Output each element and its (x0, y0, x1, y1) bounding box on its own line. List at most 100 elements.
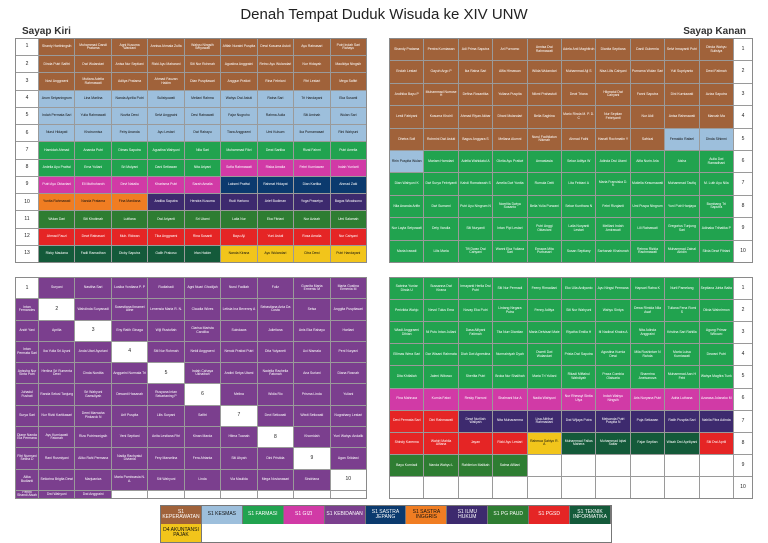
seat-cell: Rikadi Miftahul Wahdiyah (562, 366, 596, 388)
seat-cell: Irmayanti Herlia Dwi Putri (458, 278, 493, 300)
seat-cell: Lisa Alfrihat Rahmadani (527, 410, 561, 432)
seat-cell: Aprilia (39, 320, 75, 341)
seat-cell: Dini Pristida (257, 448, 294, 469)
seat-cell: Resky Fiarroni (458, 388, 493, 410)
right-wing-label: Sayap Kanan (683, 26, 746, 37)
seat-cell: Erna Yuliani (75, 159, 111, 176)
seat-cell: Febri Kurniawan (294, 159, 330, 176)
seat-cell: Purnama Wulan Sari (630, 61, 665, 83)
seat-cell: Intan Fernandes (16, 299, 38, 320)
seat-cell: Indah Cahaya Ukhaibah (184, 363, 221, 384)
seat-cell: Rizal Fahmi (294, 142, 330, 159)
seat-cell: Lesti Fatriyani (390, 106, 424, 128)
seat-cell: Putri Ayu Oktaviani (39, 176, 75, 194)
seat-cell: Muh. Ridwan (111, 228, 148, 245)
row-number: 10 (734, 476, 752, 498)
empty-seat (184, 490, 221, 498)
seat-cell: Devi Natalia (111, 176, 148, 194)
row-number: 1 (734, 278, 752, 300)
seat-cell: Dwi Wahyuni (39, 490, 75, 498)
seat-cell: Tri Handayani (294, 90, 330, 107)
seat-cell: Lintang Negara Putra (493, 300, 527, 322)
seat-cell: Suindawa (221, 320, 257, 341)
seat-cell: Rizki Ayu Maharani (148, 56, 184, 73)
seat-cell: Muhammad Nurrose H (424, 83, 458, 106)
seat-cell: Ferlini Shandi Alsah (16, 490, 38, 498)
legend-item: S1 PGSD (529, 506, 571, 524)
seat-cell: Bagus Anggara S (458, 128, 493, 150)
seat-cell: Agni Kusuma Wardani (111, 39, 148, 56)
seat-cell: Shandy Pratama (390, 39, 424, 61)
seat-cell: Selsa (294, 299, 330, 320)
seat-cell: Tuliana Fena Romi S (665, 300, 699, 322)
seat-cell: Lenensia Maria R. N. (148, 299, 184, 320)
seat-cell: Setiorina Brigita Dewi (39, 469, 75, 490)
seat-cell: Peni Nuryani (330, 341, 366, 363)
page-title: Denah Tempat Duduk Wisuda ke XIV UNW (240, 6, 528, 23)
row-number: 10 (330, 469, 366, 490)
seat-cell: Agustina Wahyuni (148, 142, 184, 159)
seat-cell: Mariam Hamdani (424, 150, 458, 173)
seat-block-bottom-left: 1 Suryani Nastiha Sari Lusika Yordiana P. P… (15, 277, 367, 499)
row-number: 6 (734, 388, 752, 410)
seat-cell: Sri Mulyani (111, 159, 148, 176)
row-number: 6 (16, 125, 38, 142)
empty-seat (390, 476, 424, 498)
seat-cell: Maria Irawati (390, 240, 424, 262)
seat-cell: Gregorius Tunjung Sari (665, 218, 699, 240)
seat-cell: Wiji Rustufiah (148, 320, 184, 341)
seat-cell: Rahmua Sahiyo R. A (527, 432, 561, 454)
seat-cell: Putri Ayu Ningrum N (458, 195, 493, 218)
seat-cell: Maria Delvisari Maie (527, 322, 561, 344)
row-number: 6 (184, 384, 221, 405)
seat-block-top-right: Shandy Pratama Pentra Kurniawan Adi Prima … (389, 38, 753, 263)
row-number: 1 (16, 278, 38, 299)
seat-cell: Nur Azizah (294, 211, 330, 228)
seat-cell: Linda (184, 469, 221, 490)
seat-cell: Anis Eka Rahayu (294, 320, 330, 341)
left-wing-label: Sayap Kiri (22, 26, 71, 37)
legend-item: S1 FARMASI (242, 506, 284, 524)
seat-cell: Agung Primar Wibowo (699, 322, 733, 344)
seat-cell: Dianita Septiana (596, 39, 630, 61)
seat-cell: Nadia Wahyuni (527, 388, 561, 410)
seat-cell: Fitri Nurmani Setiha D (16, 448, 38, 469)
seat-cell: Susestiana Ibnamei Aline (111, 299, 148, 320)
seat-cell: Bagus Wicaksono (330, 194, 366, 211)
empty-seat (527, 476, 561, 498)
seat-cell: Nurul Fadilah (221, 278, 257, 299)
seat-cell: Kinan Marda (184, 427, 221, 448)
seat-cell: Ananda Putri (75, 142, 111, 159)
seat-cell: Letisia Ina Bevenny A (221, 299, 257, 320)
seat-cell: Nevol Tulus Ema (424, 300, 458, 322)
legend-item: S1 PG PAUD (488, 506, 530, 524)
seat-cell: Rumula Deiti (527, 173, 561, 195)
row-number: 10 (16, 194, 38, 211)
seat-cell: Sofia Rahmawati (221, 159, 257, 176)
seat-cell: Wiwit Setiowati (294, 405, 330, 426)
row-number: 9 (734, 454, 752, 476)
seat-cell: Lita Febiani A (562, 173, 596, 195)
seat-cell: Anda Utari Ayuriani (75, 341, 111, 363)
row-number: 3 (75, 320, 111, 341)
seat-cell: Prisma Linda (294, 384, 330, 405)
seat-cell: Nurmainiyah Dyah (493, 344, 527, 366)
seat-cell: Anggita Puspitasari (330, 299, 366, 320)
seat-cell: Febri Rizqianti (596, 195, 630, 218)
seat-cell: Tita Nurr Diantian (493, 322, 527, 344)
seat-cell: Nila Ananda Arifin (390, 195, 424, 218)
seat-cell: Eny Ratih Ginaga (111, 320, 148, 341)
row-number: 9 (294, 448, 330, 469)
seat-cell: Indah Wahyu Ningsih (596, 388, 630, 410)
seat-cell: Widia Rio (257, 384, 294, 405)
seat-cell: Anisa Rahmawati (665, 106, 699, 128)
seat-cell: Lilis Suryani (148, 405, 184, 426)
seat-cell: Dicky Saputra (111, 245, 148, 262)
seat-cell: Arief Budiman (257, 194, 294, 211)
seat-cell: Aliko Rahi Permana (75, 448, 111, 469)
row-number: 11 (16, 211, 38, 228)
seat-cell: Nabila Fitra Adinda (699, 410, 733, 432)
seat-cell: Cinda Nurdita (75, 363, 111, 384)
seat-cell: Siti Ahyah (221, 448, 257, 469)
seat-cell: Gayuh Argo P (424, 61, 458, 83)
